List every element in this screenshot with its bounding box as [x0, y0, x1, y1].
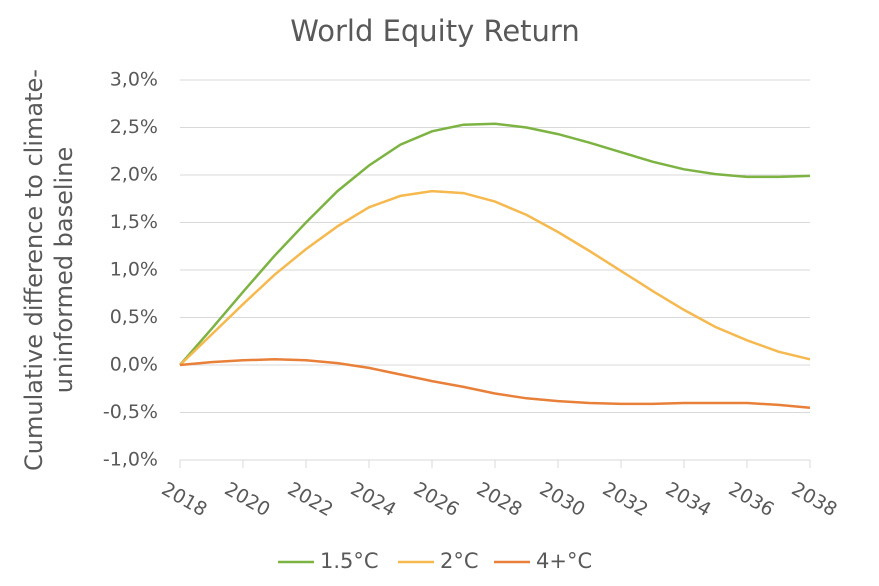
legend-item: 4+°C [494, 549, 592, 573]
legend-label: 2°C [440, 549, 479, 573]
x-tick-label: 2026 [410, 478, 463, 521]
series-line [179, 122, 811, 366]
y-tick-label: 2,5% [110, 116, 158, 138]
legend-label: 1.5°C [320, 549, 379, 573]
x-tick-label: 2018 [158, 478, 211, 521]
x-tick-label: 2022 [284, 478, 337, 521]
y-tick-label: 3,0% [110, 69, 158, 91]
x-tick-label: 2034 [662, 478, 715, 521]
legend-item: 2°C [398, 549, 479, 573]
x-tick-label: 2024 [347, 478, 400, 521]
x-tick-label: 2028 [473, 478, 526, 521]
x-tick-label: 2038 [788, 478, 841, 521]
x-tick-label: 2032 [599, 478, 652, 521]
y-axis-title-line: uninformed baseline [50, 147, 78, 393]
y-tick-label: -0,5% [103, 401, 158, 423]
chart-title: World Equity Return [290, 14, 579, 48]
y-tick-label: 0,5% [110, 306, 158, 328]
y-tick-label: 1,5% [110, 211, 158, 233]
y-tick-label: 1,0% [110, 259, 158, 281]
series-line [179, 358, 811, 410]
x-tick-label: 2036 [725, 478, 778, 521]
y-axis-title: Cumulative difference to climate- uninfo… [20, 69, 78, 471]
y-axis-title-line: Cumulative difference to climate- [20, 69, 48, 471]
y-tick-label: 0,0% [110, 354, 158, 376]
legend-label: 4+°C [536, 549, 592, 573]
y-tick-label: -1,0% [103, 449, 158, 471]
series-line [179, 189, 811, 366]
legend-item: 1.5°C [278, 549, 379, 573]
x-tick-label: 2030 [536, 478, 589, 521]
y-tick-label: 2,0% [110, 164, 158, 186]
x-tick-label: 2020 [221, 478, 274, 521]
